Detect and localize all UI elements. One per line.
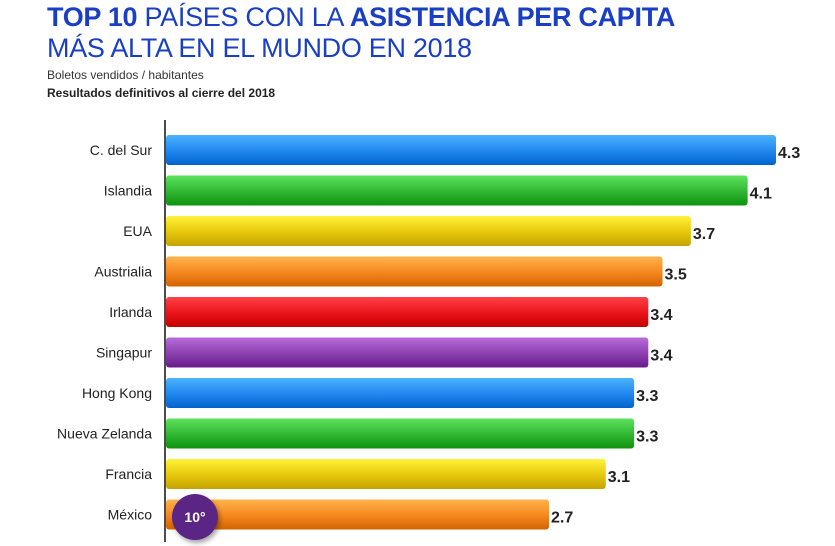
- title-mid: PAÍSES CON LA: [137, 2, 350, 32]
- bar-9: [166, 459, 606, 489]
- chart-title-line2: MÁS ALTA EN EL MUNDO EN 2018: [47, 33, 472, 63]
- bar-1: [166, 135, 776, 165]
- chart-subtitle: Boletos vendidos / habitantes: [47, 68, 204, 82]
- bar-2: [166, 175, 748, 206]
- value-label: 3.4: [650, 307, 672, 324]
- title-bold-1: TOP 10: [47, 2, 138, 32]
- category-label: Singapur: [96, 345, 152, 361]
- category-label: Irlanda: [109, 304, 152, 320]
- bar-8: [166, 418, 635, 449]
- value-label: 3.4: [650, 348, 672, 365]
- value-label: 2.7: [551, 510, 573, 527]
- value-label: 4.1: [750, 186, 772, 203]
- category-label: C. del Sur: [90, 142, 153, 158]
- category-label: Francia: [105, 466, 152, 482]
- category-label: Hong Kong: [82, 385, 152, 401]
- bar-7: [166, 378, 635, 408]
- bar-6: [166, 337, 649, 368]
- bar-5: [166, 297, 649, 327]
- value-label: 3.1: [608, 469, 630, 486]
- category-label: Islandia: [104, 183, 152, 199]
- category-label: EUA: [123, 223, 152, 239]
- bar-4: [166, 256, 663, 287]
- value-label: 3.7: [693, 226, 715, 243]
- category-label: Austrialia: [94, 264, 152, 280]
- value-label: 3.3: [636, 388, 658, 405]
- category-label: Nueva Zelanda: [57, 426, 152, 442]
- chart-title-line1: TOP 10 PAÍSES CON LA ASISTENCIA PER CAPI…: [47, 2, 675, 33]
- rank-badge: 10°: [172, 494, 218, 540]
- chart-note: Resultados definitivos al cierre del 201…: [47, 86, 276, 100]
- value-label: 3.3: [636, 429, 658, 446]
- title-bold-2: ASISTENCIA PER CAPITA: [349, 2, 676, 32]
- bar-3: [166, 216, 691, 246]
- value-label: 3.5: [665, 267, 687, 284]
- category-label: México: [108, 507, 153, 523]
- value-label: 4.3: [778, 145, 800, 162]
- bar-10: [166, 499, 550, 530]
